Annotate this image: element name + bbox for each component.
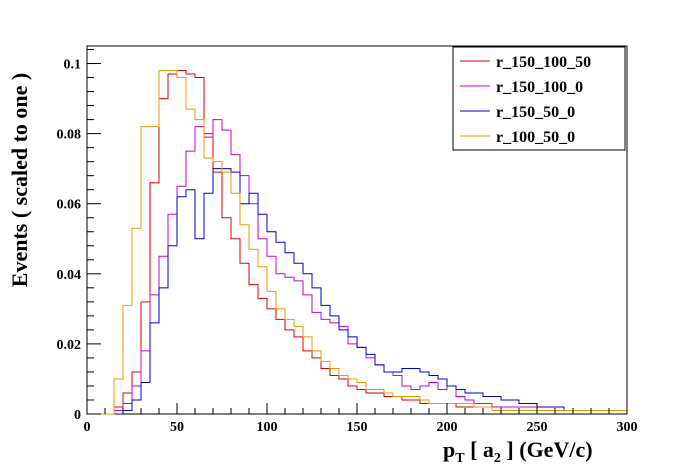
series-line-r_100_50_0 bbox=[87, 70, 627, 415]
x-tick-label: 50 bbox=[170, 420, 184, 435]
x-title-sub-2: 2 bbox=[494, 451, 501, 466]
x-title-p: p bbox=[443, 437, 455, 462]
legend-box bbox=[452, 46, 626, 151]
x-title-bracket: [ a bbox=[465, 437, 494, 462]
legend-label-r_150_50_0: r_150_50_0 bbox=[496, 104, 575, 121]
x-tick-label: 100 bbox=[257, 420, 278, 435]
legend: r_150_100_50 r_150_100_0 r_150_50_0 r_100_5… bbox=[452, 46, 626, 151]
x-tick-label: 200 bbox=[437, 420, 458, 435]
legend-label-r_150_100_0: r_150_100_0 bbox=[496, 79, 583, 96]
x-axis: 0 50 100 150 200 250 300 bbox=[84, 403, 638, 435]
x-title-sub-t: T bbox=[455, 451, 465, 466]
y-tick-label: 0 bbox=[74, 408, 81, 423]
x-tick-label: 250 bbox=[527, 420, 548, 435]
legend-label-r_150_100_50: r_150_100_50 bbox=[496, 54, 591, 71]
x-tick-label: 150 bbox=[347, 420, 368, 435]
y-tick-label: 0.02 bbox=[57, 338, 82, 353]
y-tick-label: 0.1 bbox=[64, 58, 82, 73]
y-axis: 0 0.02 0.04 0.06 0.08 0.1 bbox=[57, 49, 101, 423]
y-axis-title: Events ( scaled to one ) bbox=[7, 73, 32, 287]
series-layer bbox=[87, 70, 627, 415]
x-tick-label: 0 bbox=[84, 420, 91, 435]
legend-label-r_100_50_0: r_100_50_0 bbox=[496, 129, 575, 146]
y-tick-label: 0.04 bbox=[57, 268, 82, 283]
x-title-rest: ] (GeV/c) bbox=[501, 437, 593, 462]
y-tick-label: 0.08 bbox=[57, 128, 82, 143]
x-axis-title: pT [ a2 ] (GeV/c) bbox=[443, 437, 593, 466]
y-tick-label: 0.06 bbox=[57, 198, 82, 213]
series-line-r_150_50_0 bbox=[87, 168, 627, 415]
x-tick-label: 300 bbox=[617, 420, 638, 435]
